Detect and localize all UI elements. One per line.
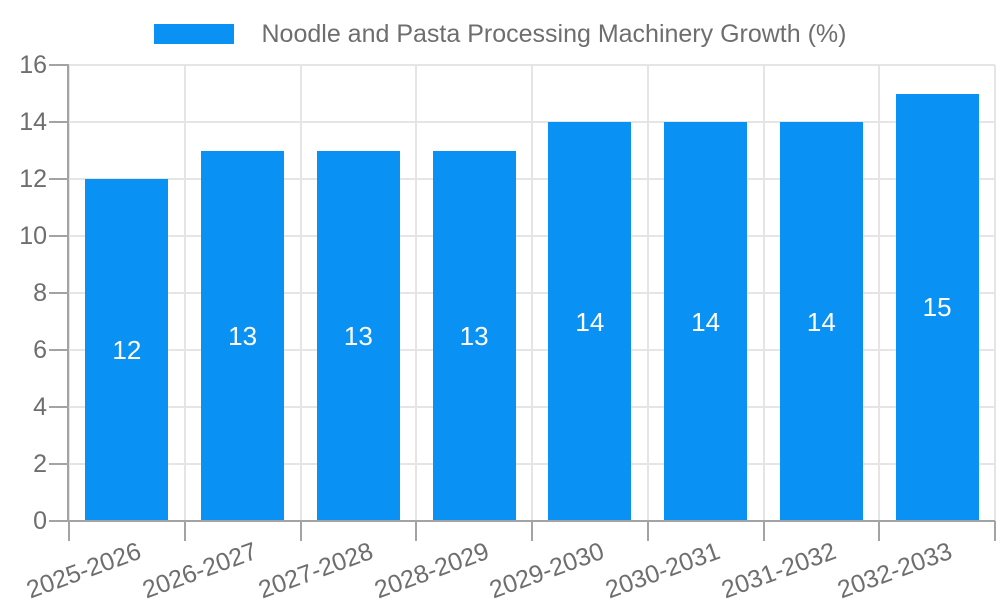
x-tick-label: 2031-2032 (717, 537, 840, 600)
y-tick-label: 12 (19, 165, 47, 193)
x-gridline (415, 65, 418, 521)
x-tick (762, 521, 765, 541)
y-tick-label: 2 (33, 450, 47, 478)
legend-swatch-icon (153, 24, 234, 44)
bar: 14 (664, 122, 748, 521)
bar-value-label: 15 (922, 292, 952, 323)
x-gridline (299, 65, 302, 521)
x-gridline (762, 65, 765, 521)
x-tick (646, 521, 649, 541)
x-tick-label: 2030-2031 (601, 537, 724, 600)
y-tick-label: 0 (33, 507, 47, 535)
x-gridline (646, 65, 649, 521)
bar-value-label: 12 (112, 335, 142, 365)
bar: 14 (779, 122, 863, 521)
x-gridline (878, 65, 881, 521)
y-tick (49, 178, 69, 180)
x-tick (299, 521, 302, 541)
legend-label: Noodle and Pasta Processing Machinery Gr… (261, 20, 847, 48)
y-tick (49, 292, 69, 294)
y-tick (49, 64, 69, 66)
y-tick-label: 14 (19, 108, 47, 136)
bar: 14 (548, 122, 632, 521)
x-gridline (68, 65, 70, 521)
y-tick-label: 8 (33, 279, 47, 307)
bar-value-label: 13 (343, 320, 373, 351)
x-tick-label: 2026-2027 (138, 537, 261, 600)
bar: 15 (895, 93, 979, 521)
x-tick (68, 521, 70, 541)
chart-legend[interactable]: Noodle and Pasta Processing Machinery Gr… (0, 20, 1000, 48)
y-tick (49, 349, 69, 351)
y-tick-label: 16 (19, 51, 47, 79)
x-gridline (531, 65, 533, 521)
bar-value-label: 13 (459, 320, 489, 351)
x-gridline (994, 65, 996, 521)
x-tick (994, 521, 996, 541)
y-tick (49, 235, 69, 237)
y-tick-label: 10 (19, 222, 47, 250)
x-tick-label: 2032-2033 (833, 537, 956, 600)
bar-value-label: 14 (691, 306, 721, 337)
y-tick (49, 520, 69, 522)
y-tick-label: 4 (33, 393, 47, 421)
y-tick (49, 463, 69, 465)
x-gridline (183, 65, 186, 521)
bar: 13 (201, 150, 285, 521)
bar: 13 (432, 150, 516, 521)
x-tick (531, 521, 533, 541)
x-tick-label: 2025-2026 (23, 537, 146, 600)
y-tick-label: 6 (33, 336, 47, 364)
bar: 13 (316, 150, 400, 521)
x-tick-label: 2028-2029 (370, 537, 493, 600)
x-tick (415, 521, 418, 541)
bar-value-label: 14 (575, 306, 605, 337)
x-tick-label: 2029-2030 (486, 537, 609, 600)
x-tick (183, 521, 186, 541)
bar-value-label: 14 (806, 306, 836, 337)
bar: 12 (85, 179, 169, 521)
bar-value-label: 13 (228, 320, 258, 351)
y-tick (49, 406, 69, 408)
x-tick-label: 2027-2028 (254, 537, 377, 600)
y-tick (49, 121, 69, 123)
x-tick (878, 521, 881, 541)
